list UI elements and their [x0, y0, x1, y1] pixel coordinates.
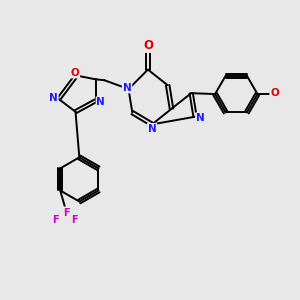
Text: N: N [97, 97, 105, 107]
Text: O: O [270, 88, 279, 98]
Text: N: N [49, 93, 58, 103]
Text: F: F [63, 208, 69, 218]
Text: F: F [52, 214, 59, 225]
Text: N: N [123, 82, 131, 93]
Text: O: O [70, 68, 79, 78]
Text: F: F [71, 214, 77, 225]
Text: N: N [148, 124, 156, 134]
Text: O: O [143, 39, 153, 52]
Text: N: N [196, 113, 205, 123]
